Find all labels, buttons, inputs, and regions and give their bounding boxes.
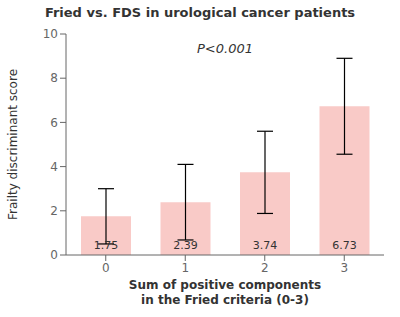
svg-text:2.39: 2.39 [173,239,198,252]
svg-text:10: 10 [43,27,58,41]
svg-text:2: 2 [50,204,58,218]
svg-text:0: 0 [50,248,58,262]
svg-text:8: 8 [50,71,58,85]
svg-text:Sum of positive componentsin t: Sum of positive componentsin the Fried c… [129,278,321,307]
svg-text:3: 3 [340,261,348,275]
svg-text:2: 2 [261,261,269,275]
svg-text:1.75: 1.75 [94,239,119,252]
svg-text:6.73: 6.73 [332,239,357,252]
svg-text:3.74: 3.74 [253,239,278,252]
svg-text:Frailty discriminant score: Frailty discriminant score [8,69,20,220]
svg-text:P<0.001: P<0.001 [197,41,253,56]
svg-text:0: 0 [102,261,110,275]
html-text:Fried vs. FDS in urological ca: Fried vs. FDS in urological cancer patie… [44,5,356,20]
svg-text:4: 4 [50,160,58,174]
svg-text:6: 6 [50,116,58,130]
svg-text:1: 1 [181,261,189,275]
